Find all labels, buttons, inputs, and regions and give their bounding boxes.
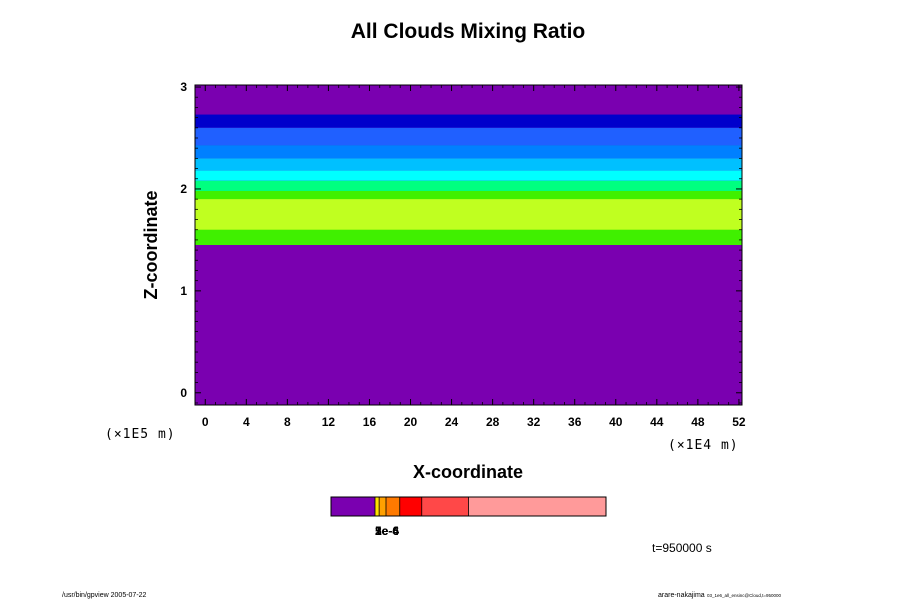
- colorbar-segment: [468, 497, 606, 516]
- x-tick-label: 8: [284, 415, 291, 429]
- y-axis-unit: (×1E5 m): [105, 427, 176, 442]
- y-tick-label: 1: [180, 284, 187, 298]
- colorbar-label: 1e-6: [375, 524, 399, 538]
- colorbar-segment: [375, 497, 380, 516]
- colorbar-segment: [386, 497, 400, 516]
- colorbar-segment: [379, 497, 386, 516]
- cloud-layers: [195, 114, 742, 245]
- colorbar-segment: [421, 497, 469, 516]
- y-tick-label: 2: [180, 182, 187, 196]
- cloud-layer-cyan: [195, 170, 742, 181]
- colorbar-segment: [399, 497, 422, 516]
- y-tick-label: 3: [180, 80, 187, 94]
- x-tick-label: 4: [243, 415, 250, 429]
- x-tick-label: 40: [609, 415, 623, 429]
- colorbar: [330, 496, 607, 517]
- cloud-layer-upper-blue: [195, 127, 742, 146]
- x-axis-title: X-coordinate: [413, 462, 523, 482]
- colorbar-label: 2e-6: [375, 524, 399, 538]
- x-tick-label: 12: [322, 415, 336, 429]
- x-tick-label: 20: [404, 415, 418, 429]
- x-tick-label: 44: [650, 415, 664, 429]
- colorbar-segment: [331, 497, 375, 516]
- cloud-layer-upper-deep-blue: [195, 114, 742, 128]
- y-axis-title: Z-coordinate: [141, 190, 161, 299]
- y-ticks: 0 1 2 3: [180, 80, 742, 404]
- footer-right-small: 03_1e6_all_ensinc@Cloud,t=950000: [707, 593, 781, 598]
- cloud-layer-mid-blue: [195, 145, 742, 159]
- x-tick-label: 32: [527, 415, 541, 429]
- x-tick-label: 52: [732, 415, 746, 429]
- cloud-layer-yellow-green: [195, 199, 742, 230]
- x-axis-unit: (×1E4 m): [668, 438, 739, 453]
- footer-left: /usr/bin/gpview 2005-07-22: [62, 592, 147, 599]
- colorbar-frame: [330, 496, 607, 517]
- x-tick-label: 48: [691, 415, 705, 429]
- x-tick-label: 16: [363, 415, 377, 429]
- colorbar-labels: 1e-62e-65e-4: [375, 524, 399, 538]
- x-tick-label: 28: [486, 415, 500, 429]
- x-tick-label: 24: [445, 415, 459, 429]
- cloud-layer-light-blue: [195, 158, 742, 171]
- colorbar-label: 5e-4: [375, 524, 399, 538]
- x-tick-label: 36: [568, 415, 582, 429]
- x-tick-label: 0: [202, 415, 209, 429]
- time-label: t=950000 s: [652, 541, 712, 555]
- x-ticks: 0 4 8 12 16 20 24 28 32 36 40 44 48 52: [202, 85, 746, 429]
- chart-title: All Clouds Mixing Ratio: [351, 20, 586, 43]
- plot-frame: [194, 84, 743, 406]
- cloud-layer-green: [195, 180, 742, 191]
- y-tick-label: 0: [180, 386, 187, 400]
- footer-right-main: arare-nakajima: [658, 592, 705, 599]
